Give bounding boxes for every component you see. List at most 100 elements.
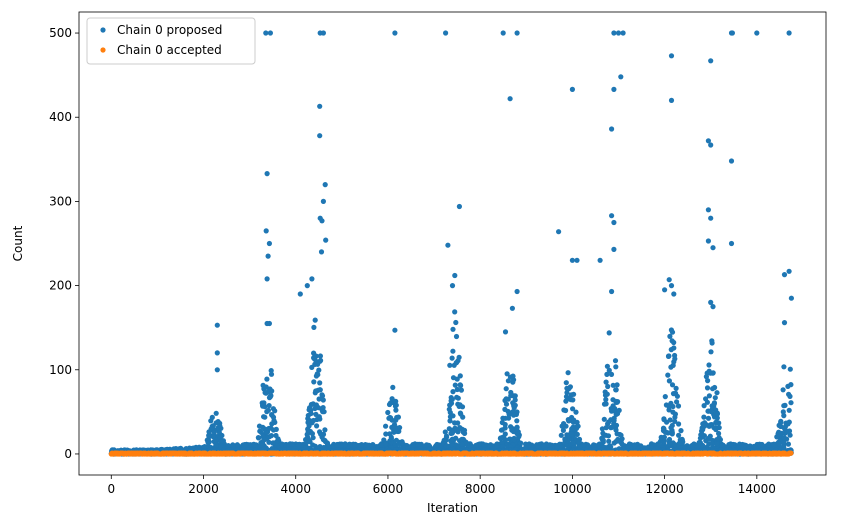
data-point <box>559 423 565 429</box>
data-point <box>317 380 323 386</box>
data-point <box>386 415 392 421</box>
data-point <box>619 441 625 447</box>
data-point <box>604 363 611 369</box>
data-point <box>573 409 579 415</box>
data-point <box>208 418 214 424</box>
data-point <box>781 403 787 409</box>
data-point <box>699 431 705 437</box>
data-point <box>270 414 277 420</box>
data-point <box>667 333 673 339</box>
data-point <box>565 370 571 376</box>
data-point <box>676 432 682 438</box>
data-point <box>563 423 569 429</box>
data-point <box>455 443 461 449</box>
data-point <box>616 407 622 413</box>
data-point <box>572 426 578 432</box>
data-point <box>447 362 453 368</box>
data-point <box>308 407 314 413</box>
data-point <box>561 407 567 413</box>
data-point <box>269 421 275 427</box>
data-point <box>669 338 675 344</box>
data-point <box>564 390 570 396</box>
data-point <box>262 414 268 420</box>
data-point <box>502 406 508 412</box>
data-point <box>675 403 682 409</box>
data-point <box>320 409 326 415</box>
data-point <box>264 376 270 382</box>
data-point <box>273 432 279 439</box>
data-point <box>574 431 580 437</box>
data-point <box>703 374 710 380</box>
data-point <box>268 371 275 377</box>
data-point <box>511 437 517 443</box>
data-point <box>668 400 674 406</box>
data-point <box>256 423 263 429</box>
data-point <box>342 442 349 448</box>
data-point <box>317 353 323 359</box>
data-point <box>443 433 450 439</box>
data-point <box>708 349 714 355</box>
data-point <box>780 387 786 393</box>
data-point <box>606 330 612 336</box>
data-point <box>510 373 516 379</box>
data-point <box>450 413 456 419</box>
data-point <box>514 431 520 437</box>
data-point <box>455 395 461 401</box>
data-point <box>262 426 268 432</box>
data-point <box>603 379 609 385</box>
data-point <box>206 432 212 439</box>
data-point <box>670 391 677 397</box>
data-point <box>544 442 551 448</box>
data-point <box>674 393 681 399</box>
data-point <box>447 418 453 424</box>
data-point <box>320 405 326 411</box>
data-point <box>270 440 276 446</box>
data-point <box>313 353 319 359</box>
data-point <box>388 436 394 442</box>
data-point <box>600 439 606 445</box>
data-point <box>657 438 664 444</box>
data-point <box>614 382 620 388</box>
data-point <box>558 432 564 438</box>
data-point <box>446 406 452 412</box>
data-point <box>503 386 509 392</box>
data-point <box>713 426 719 433</box>
data-point <box>266 403 272 409</box>
data-point <box>603 401 609 407</box>
data-point <box>671 345 677 351</box>
data-point <box>268 425 274 431</box>
data-point <box>218 438 224 444</box>
data-point <box>502 415 508 421</box>
data-point <box>781 435 787 441</box>
data-point <box>713 407 719 413</box>
data-point <box>710 370 716 376</box>
data-point <box>322 427 328 433</box>
data-point <box>263 390 269 396</box>
data-point <box>669 329 676 335</box>
data-point <box>313 373 319 379</box>
data-point <box>719 443 725 449</box>
data-point <box>260 403 266 409</box>
data-point <box>673 385 679 391</box>
data-point <box>509 427 515 433</box>
data-point <box>605 433 612 439</box>
data-point <box>313 388 319 394</box>
data-point <box>460 429 466 435</box>
data-point <box>676 440 683 446</box>
data-point <box>665 372 671 378</box>
data-point <box>447 402 453 408</box>
data-point <box>563 398 569 404</box>
data-point <box>613 387 619 393</box>
data-point <box>310 417 317 424</box>
data-point <box>632 442 638 448</box>
data-point <box>502 421 508 428</box>
data-point <box>219 432 225 439</box>
data-point <box>289 441 295 447</box>
data-point <box>387 431 393 437</box>
data-point <box>449 430 455 436</box>
data-point <box>660 425 667 431</box>
data-point <box>678 428 684 434</box>
data-point <box>458 411 464 417</box>
data-point <box>319 393 326 399</box>
data-point <box>392 403 398 409</box>
